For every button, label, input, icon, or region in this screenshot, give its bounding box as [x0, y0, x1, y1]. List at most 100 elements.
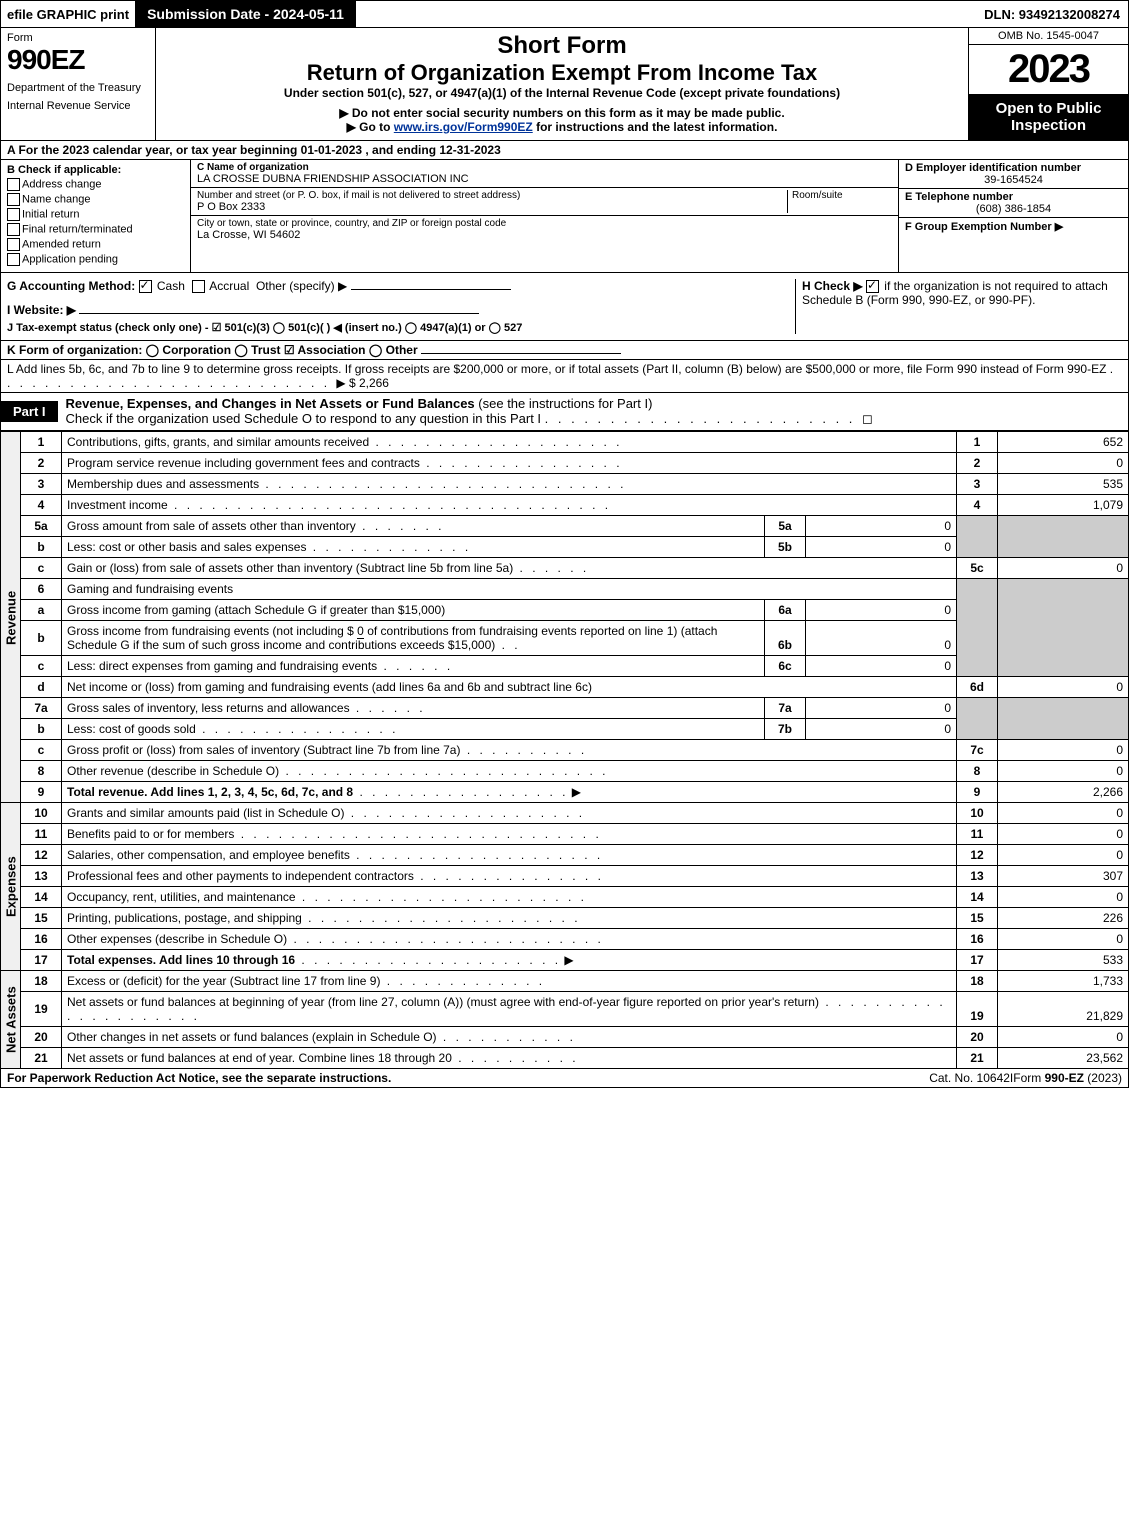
- line-rnum: 1: [957, 432, 998, 453]
- line-num: 9: [21, 782, 62, 803]
- top-bar: efile GRAPHIC print Submission Date - 20…: [0, 0, 1129, 28]
- checkbox-name-change[interactable]: Name change: [7, 193, 184, 206]
- grey-cell: [998, 516, 1129, 558]
- sub-amt: 0: [806, 516, 957, 537]
- line-amt: 23,562: [998, 1048, 1129, 1069]
- checkbox-icon: [7, 223, 20, 236]
- line-amt: 0: [998, 845, 1129, 866]
- goto-prefix: ▶ Go to: [347, 120, 394, 134]
- line-amt: 0: [998, 761, 1129, 782]
- line-8: 8 Other revenue (describe in Schedule O)…: [1, 761, 1129, 782]
- line-7c: c Gross profit or (loss) from sales of i…: [1, 740, 1129, 761]
- row-i: I Website: ▶: [7, 303, 795, 317]
- line-19: 19 Net assets or fund balances at beginn…: [1, 992, 1129, 1027]
- row-j: J Tax-exempt status (check only one) - ☑…: [7, 321, 795, 334]
- line-rnum: 3: [957, 474, 998, 495]
- line-5c: c Gain or (loss) from sale of assets oth…: [1, 558, 1129, 579]
- checkbox-icon: [7, 253, 20, 266]
- other-input[interactable]: [351, 289, 511, 290]
- checkbox-cash-icon[interactable]: [139, 280, 152, 293]
- line-amt: 0: [998, 824, 1129, 845]
- line-1: Revenue 1 Contributions, gifts, grants, …: [1, 432, 1129, 453]
- sub-label: 5a: [765, 516, 806, 537]
- ein-row: D Employer identification number 39-1654…: [899, 160, 1128, 189]
- sub-amt: 0: [806, 537, 957, 558]
- footer-left: For Paperwork Reduction Act Notice, see …: [7, 1071, 929, 1085]
- line-rnum: 10: [957, 803, 998, 824]
- city-row: City or town, state or province, country…: [191, 216, 898, 243]
- line-amt: 0: [998, 558, 1129, 579]
- row-g: G Accounting Method: Cash Accrual Other …: [7, 279, 795, 293]
- checkbox-initial-return[interactable]: Initial return: [7, 208, 184, 221]
- checkbox-h-icon[interactable]: [866, 280, 879, 293]
- line-text: Professional fees and other payments to …: [62, 866, 957, 887]
- line-text: Net assets or fund balances at beginning…: [62, 992, 957, 1027]
- line-rnum: 18: [957, 971, 998, 992]
- line-num: b: [21, 719, 62, 740]
- line-amt: 0: [998, 1027, 1129, 1048]
- section-a-text: A For the 2023 calendar year, or tax yea…: [7, 143, 501, 157]
- line-text: Printing, publications, postage, and shi…: [62, 908, 957, 929]
- grey-cell: [957, 698, 998, 740]
- line-text: Other revenue (describe in Schedule O) .…: [62, 761, 957, 782]
- line-text: Membership dues and assessments . . . . …: [62, 474, 957, 495]
- line-11: 11 Benefits paid to or for members . . .…: [1, 824, 1129, 845]
- line-text: Gross amount from sale of assets other t…: [62, 516, 765, 537]
- website-input[interactable]: [79, 313, 479, 314]
- line-num: 1: [21, 432, 62, 453]
- other-label: Other (specify) ▶: [256, 279, 347, 293]
- line-num: 16: [21, 929, 62, 950]
- checkbox-amended-return[interactable]: Amended return: [7, 238, 184, 251]
- part-i-table: Revenue 1 Contributions, gifts, grants, …: [0, 431, 1129, 1069]
- line-rnum: 6d: [957, 677, 998, 698]
- sub-label: 7a: [765, 698, 806, 719]
- line-4: 4 Investment income . . . . . . . . . . …: [1, 495, 1129, 516]
- checkbox-icon: [7, 193, 20, 206]
- line-rnum: 8: [957, 761, 998, 782]
- line-rnum: 5c: [957, 558, 998, 579]
- revenue-vtab: Revenue: [1, 432, 21, 803]
- line-amt: 0: [998, 453, 1129, 474]
- line-num: b: [21, 621, 62, 656]
- line-20: 20 Other changes in net assets or fund b…: [1, 1027, 1129, 1048]
- sub-label: 6a: [765, 600, 806, 621]
- sub-amt: 0: [806, 719, 957, 740]
- row-l: L Add lines 5b, 6c, and 7b to line 9 to …: [0, 360, 1129, 393]
- fundraising-amount: 0: [357, 624, 364, 639]
- line-num: 10: [21, 803, 62, 824]
- line-rnum: 21: [957, 1048, 998, 1069]
- checkbox-final-return[interactable]: Final return/terminated: [7, 223, 184, 236]
- checkbox-icon: [7, 178, 20, 191]
- line-num: d: [21, 677, 62, 698]
- checkbox-icon: [7, 208, 20, 221]
- grey-cell: [957, 516, 998, 558]
- goto-link[interactable]: www.irs.gov/Form990EZ: [394, 120, 533, 134]
- line-16: 16 Other expenses (describe in Schedule …: [1, 929, 1129, 950]
- sub-amt: 0: [806, 600, 957, 621]
- line-num: 19: [21, 992, 62, 1027]
- part-i-checkbox[interactable]: ◻: [862, 411, 873, 426]
- checkbox-application-pending[interactable]: Application pending: [7, 253, 184, 266]
- form-word: Form: [7, 32, 149, 44]
- checkbox-accrual-icon[interactable]: [192, 280, 205, 293]
- line-num: 4: [21, 495, 62, 516]
- part-i-header: Part I Revenue, Expenses, and Changes in…: [0, 393, 1129, 431]
- ssn-warning: ▶ Do not enter social security numbers o…: [162, 106, 962, 120]
- line-9: 9 Total revenue. Add lines 1, 2, 3, 4, 5…: [1, 782, 1129, 803]
- org-name: LA CROSSE DUBNA FRIENDSHIP ASSOCIATION I…: [197, 173, 892, 185]
- line-text: Excess or (deficit) for the year (Subtra…: [62, 971, 957, 992]
- line-num: 11: [21, 824, 62, 845]
- netassets-vtab: Net Assets: [1, 971, 21, 1069]
- h-label: H Check ▶: [802, 279, 863, 293]
- street-row: Number and street (or P. O. box, if mail…: [191, 188, 898, 216]
- k-text: K Form of organization: ◯ Corporation ◯ …: [7, 343, 418, 357]
- line-num: 12: [21, 845, 62, 866]
- line-num: 7a: [21, 698, 62, 719]
- other-org-input[interactable]: [421, 353, 621, 354]
- expenses-vtab: Expenses: [1, 803, 21, 971]
- city-label: City or town, state or province, country…: [197, 218, 892, 229]
- line-amt: 307: [998, 866, 1129, 887]
- checkbox-address-change[interactable]: Address change: [7, 178, 184, 191]
- efile-label[interactable]: efile GRAPHIC print: [1, 4, 135, 25]
- line-rnum: 17: [957, 950, 998, 971]
